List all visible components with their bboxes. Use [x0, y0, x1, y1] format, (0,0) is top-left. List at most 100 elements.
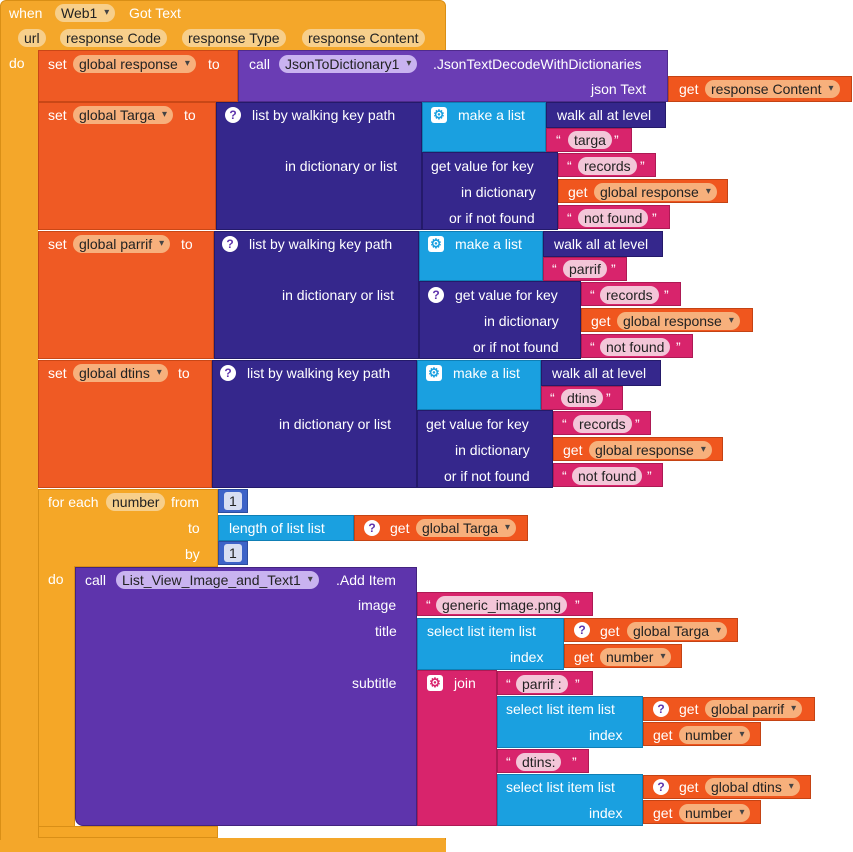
- walk-all-block[interactable]: [541, 360, 661, 386]
- quote-close-icon: ”: [575, 597, 580, 613]
- in-dict-label: in dictionary: [484, 313, 559, 329]
- index-label: index: [589, 727, 623, 743]
- var-dropdown-number[interactable]: number: [679, 804, 751, 822]
- var-dropdown-global-parrif[interactable]: global parrif: [705, 700, 803, 718]
- walk-path-block-dtins[interactable]: [212, 360, 417, 488]
- quote-close-icon: ”: [676, 339, 681, 355]
- var-dropdown-global-targa[interactable]: global Targa: [416, 519, 517, 537]
- quote-open-icon: “: [590, 339, 595, 355]
- var-dropdown-number[interactable]: number: [600, 648, 672, 666]
- text-value-records[interactable]: records: [573, 415, 632, 433]
- help-icon[interactable]: ?: [222, 236, 238, 252]
- help-icon[interactable]: ?: [220, 365, 236, 381]
- loop-variable-number[interactable]: number: [106, 493, 166, 511]
- get-label: get: [563, 442, 583, 458]
- get-value-block-dtins[interactable]: [417, 410, 553, 488]
- var-dropdown-global-response[interactable]: global response: [617, 312, 740, 330]
- number-value-from[interactable]: 1: [224, 492, 242, 510]
- select-list-item-title-block[interactable]: [417, 618, 564, 670]
- gear-icon[interactable]: ⚙: [427, 675, 443, 691]
- text-value-not-found[interactable]: not found: [572, 467, 643, 485]
- get-label: get: [679, 81, 699, 97]
- join-label: join: [454, 675, 476, 691]
- quote-open-icon: “: [506, 754, 511, 770]
- quote-open-icon: “: [567, 158, 572, 174]
- param-response-type[interactable]: response Type: [182, 29, 286, 47]
- get-value-block-targa[interactable]: [422, 152, 558, 230]
- gear-icon[interactable]: ⚙: [428, 236, 444, 252]
- by-label: by: [185, 546, 200, 562]
- get-label: get: [390, 520, 410, 536]
- var-dropdown-global-response[interactable]: global response: [589, 441, 712, 459]
- join-block[interactable]: [417, 670, 497, 826]
- to-label: to: [208, 56, 220, 72]
- walk-path-block-parrif[interactable]: [214, 231, 419, 359]
- quote-open-icon: “: [552, 261, 557, 277]
- text-value-targa[interactable]: targa: [568, 131, 612, 149]
- get-value-block-parrif[interactable]: [419, 281, 581, 359]
- component-dropdown-web1[interactable]: Web1: [55, 4, 116, 22]
- if-not-found-label: or if not found: [473, 339, 559, 355]
- quote-close-icon: ”: [652, 210, 657, 226]
- text-value-records[interactable]: records: [600, 286, 659, 304]
- help-icon[interactable]: ?: [574, 622, 590, 638]
- gear-icon[interactable]: ⚙: [431, 107, 447, 123]
- get-value-label: get value for key: [426, 416, 529, 432]
- param-response-code[interactable]: response Code: [60, 29, 167, 47]
- walk-all-label: walk all at level: [557, 107, 652, 123]
- help-icon[interactable]: ?: [428, 287, 444, 303]
- subtitle-label: subtitle: [352, 675, 397, 691]
- get-value-label: get value for key: [431, 158, 534, 174]
- component-dropdown-listview[interactable]: List_View_Image_and_Text1: [116, 571, 319, 589]
- quote-close-icon: ”: [647, 468, 652, 484]
- var-dropdown-global-response[interactable]: global response: [594, 183, 717, 201]
- param-response-content[interactable]: response Content: [302, 29, 425, 47]
- length-of-list-block[interactable]: [218, 515, 354, 541]
- help-icon[interactable]: ?: [364, 520, 380, 536]
- help-icon[interactable]: ?: [225, 107, 241, 123]
- method-label: .JsonTextDecodeWithDictionaries: [433, 56, 642, 72]
- get-label: get: [568, 184, 588, 200]
- walk-path-label: list by walking key path: [252, 107, 396, 123]
- if-not-found-label: or if not found: [444, 468, 530, 484]
- var-dropdown-global-targa[interactable]: global Targa: [73, 106, 174, 124]
- var-dropdown-global-targa[interactable]: global Targa: [627, 622, 728, 640]
- text-value-not-found[interactable]: not found: [578, 209, 649, 227]
- var-dropdown-global-response[interactable]: global response: [73, 55, 196, 73]
- quote-open-icon: “: [562, 468, 567, 484]
- var-dropdown-global-dtins[interactable]: global dtins: [705, 778, 800, 796]
- in-dict-or-list-label: in dictionary or list: [285, 158, 398, 174]
- text-value-dtins[interactable]: dtins: [561, 389, 603, 407]
- var-dropdown-number[interactable]: number: [679, 726, 751, 744]
- param-url[interactable]: url: [18, 29, 46, 47]
- walk-all-block[interactable]: [546, 102, 666, 128]
- help-icon[interactable]: ?: [653, 701, 669, 717]
- text-value-generic-image[interactable]: generic_image.png: [436, 596, 568, 614]
- text-value-dtins-colon[interactable]: dtins:: [516, 753, 562, 771]
- text-value-parrif[interactable]: parrif: [563, 260, 607, 278]
- quote-close-icon: ”: [640, 158, 645, 174]
- quote-open-icon: “: [562, 416, 567, 432]
- call-add-item-block[interactable]: [75, 567, 417, 826]
- get-label: get: [574, 649, 594, 665]
- help-icon[interactable]: ?: [653, 779, 669, 795]
- component-dropdown-jsontodictionary1[interactable]: JsonToDictionary1: [279, 55, 418, 73]
- text-value-not-found[interactable]: not found: [600, 338, 671, 356]
- in-dict-or-list-label: in dictionary or list: [282, 287, 395, 303]
- quote-open-icon: “: [567, 210, 572, 226]
- call-label: call: [85, 572, 107, 588]
- text-value-parrif-colon[interactable]: parrif :: [516, 675, 568, 693]
- var-dropdown-global-parrif[interactable]: global parrif: [73, 235, 171, 253]
- select-list-item-parrif-block[interactable]: [497, 696, 643, 748]
- walk-path-label: list by walking key path: [249, 236, 393, 252]
- gear-icon[interactable]: ⚙: [426, 365, 442, 381]
- var-dropdown-global-dtins[interactable]: global dtins: [73, 364, 168, 382]
- text-value-records[interactable]: records: [578, 157, 637, 175]
- walk-path-block-targa[interactable]: [216, 102, 422, 230]
- walk-all-block[interactable]: [543, 231, 663, 257]
- select-item-label: select list item list: [427, 623, 536, 639]
- var-dropdown-response-content[interactable]: response Content: [705, 80, 840, 98]
- to-label: to: [178, 365, 190, 381]
- number-value-by[interactable]: 1: [224, 544, 242, 562]
- select-list-item-dtins-block[interactable]: [497, 774, 643, 826]
